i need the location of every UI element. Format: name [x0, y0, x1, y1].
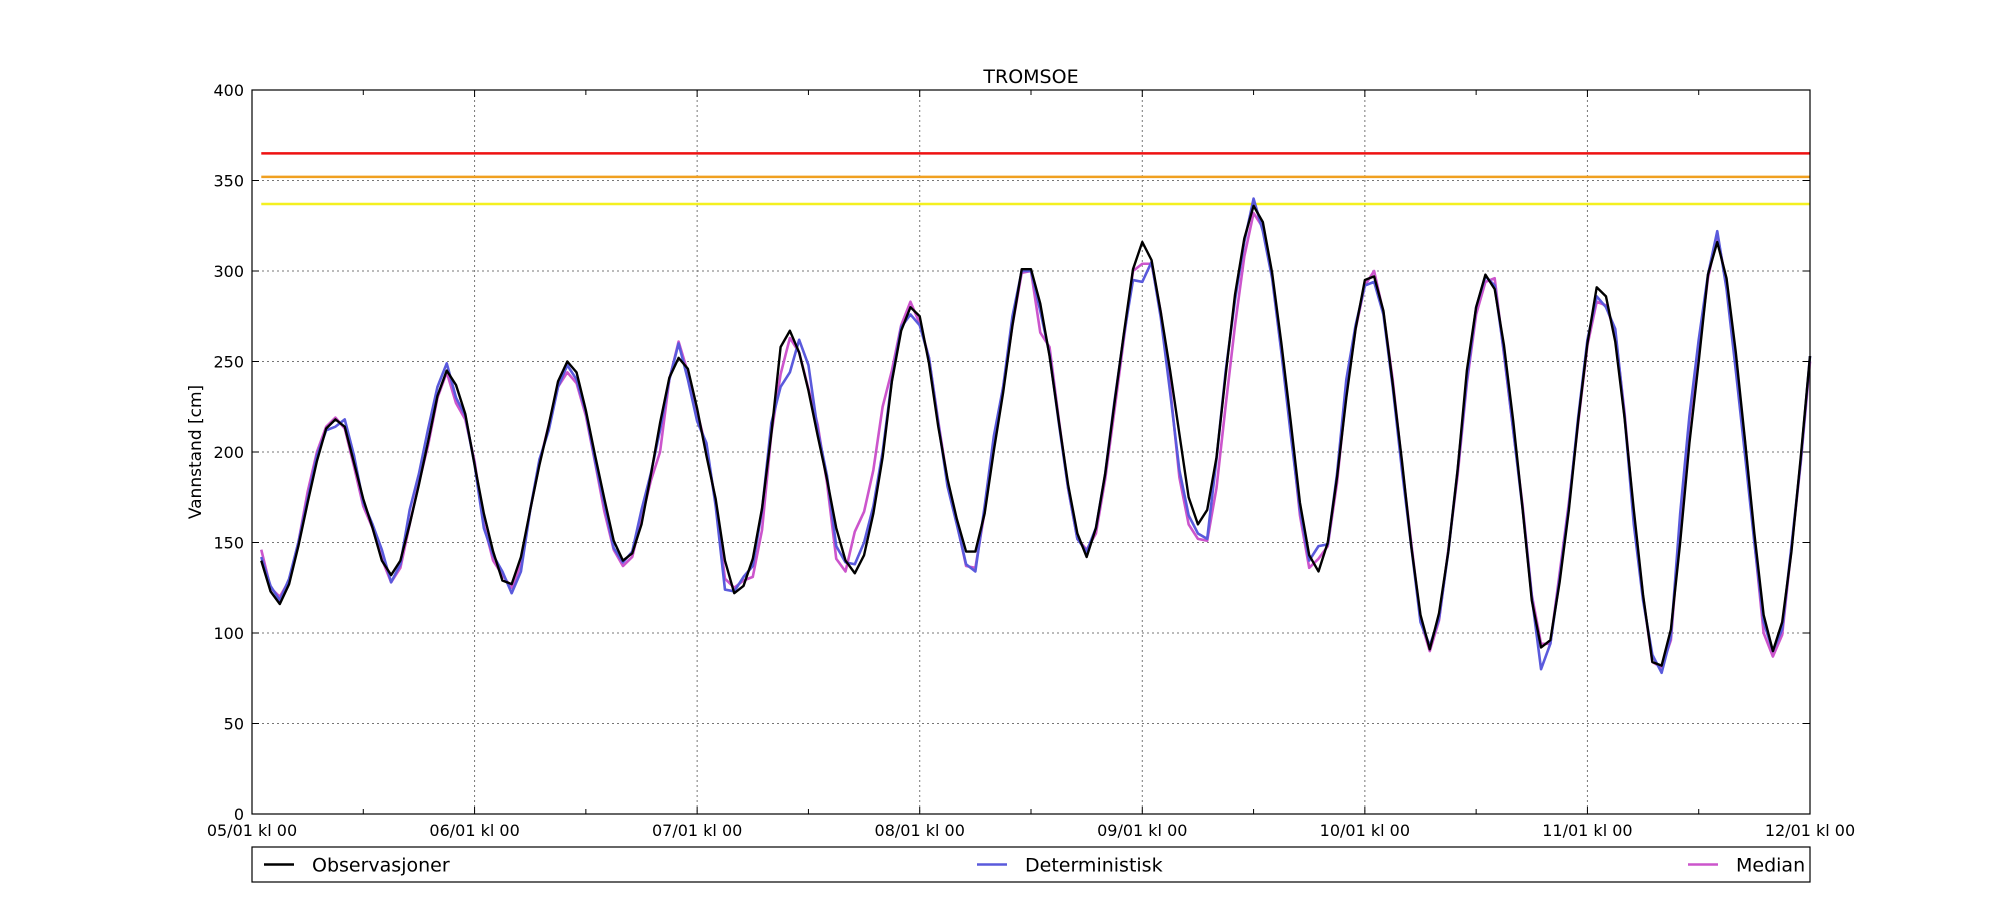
y-tick-label: 400 [213, 81, 244, 100]
x-tick-label: 08/01 kl 00 [875, 821, 965, 840]
legend-label: Deterministisk [1025, 855, 1163, 877]
plot-area-frame [251, 89, 1811, 815]
x-tick-label: 07/01 kl 00 [652, 821, 742, 840]
chart-title: TROMSOE [982, 66, 1078, 88]
threshold-lines [261, 152, 1810, 206]
y-tick-label: 200 [213, 443, 244, 462]
series-lines [260, 197, 1812, 675]
y-axis-ticks: 0 50 100 150 200 250 300 350 400 [213, 81, 1810, 824]
x-tick-label: 10/01 kl 00 [1320, 821, 1410, 840]
y-tick-label: 50 [224, 715, 244, 734]
y-tick-label: 250 [213, 353, 244, 372]
series-line-observasjoner [260, 204, 1812, 667]
x-tick-label: 09/01 kl 00 [1097, 821, 1187, 840]
series-line-median [260, 211, 1812, 669]
y-tick-label: 150 [213, 534, 244, 553]
y-axis-label: Vannstand [cm] [186, 385, 206, 519]
legend-label: Observasjoner [312, 855, 450, 877]
legend: Observasjoner Deterministisk Median [251, 846, 1811, 883]
y-tick-label: 300 [213, 262, 244, 281]
grid-lines [252, 90, 1810, 814]
x-tick-label: 12/01 kl 00 [1765, 821, 1855, 840]
x-tick-label: 06/01 kl 00 [429, 821, 519, 840]
x-axis-ticks: 05/01 kl 00 06/01 kl 00 07/01 kl 00 08/01 k… [207, 90, 1855, 840]
x-tick-label: 05/01 kl 00 [207, 821, 297, 840]
y-tick-label: 350 [213, 172, 244, 191]
legend-label: Median [1736, 855, 1805, 877]
legend-frame [251, 846, 1811, 883]
y-tick-label: 100 [213, 624, 244, 643]
x-tick-label: 11/01 kl 00 [1542, 821, 1632, 840]
y-tick-label: 0 [234, 805, 244, 824]
